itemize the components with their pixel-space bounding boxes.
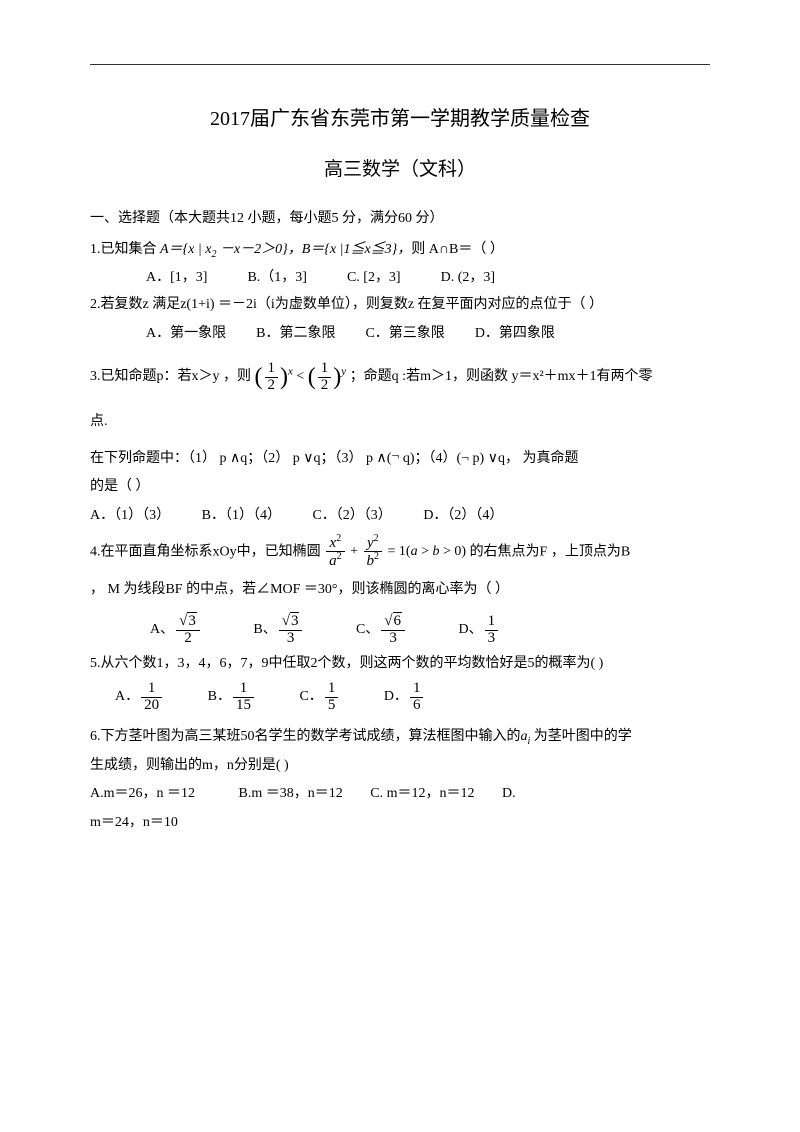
q5-opt-b: B．115 [208, 689, 256, 704]
q1-opt-b: B.（1，3] [247, 265, 307, 292]
q4-opt-d: D、13 [459, 622, 501, 637]
q5-options: A．120 B．115 C．15 D．16 [90, 679, 710, 715]
q5-opt-a-label: A． [115, 689, 139, 704]
q4-opt-d-label: D、 [459, 622, 483, 637]
q4-opt-a-label: A、 [150, 622, 174, 637]
q2-opt-a: A．第一象限 [146, 321, 226, 348]
q2-opt-d: D．第四象限 [475, 321, 555, 348]
question-3-line1: 3.已知命题p：若x＞y ，则 (12)x < (12)y ；命题q :若m＞1… [90, 347, 710, 407]
q5-opt-c-label: C． [299, 689, 322, 704]
q1-text-prefix: 1.已知集合 [90, 242, 160, 257]
q3-suffix: ；命题q :若m＞1，则函数 y＝x²＋mx＋1有两个零 [346, 369, 652, 384]
q3-options: A．（1）（3） B．（1）（4） C．（2）（3） D．（2）（4） [90, 503, 710, 530]
header-rule [90, 64, 710, 65]
q6-line1: 6.下方茎叶图为高三某班50名学生的数学考试成绩，算法框图中输入的 [90, 729, 521, 744]
q4-options: A、32 B、33 C、63 D、13 [90, 613, 710, 647]
q4-opt-c-label: C、 [356, 622, 379, 637]
q4-opt-a: A、32 [150, 622, 202, 637]
q2-options: A．第一象限 B．第二象限 C．第三象限 D．第四象限 [90, 321, 710, 348]
q1-opt-d: D. (2，3] [441, 265, 495, 292]
q1-opt-a: A．[1，3] [146, 265, 207, 292]
q3-opt-d: D．（2）（4） [423, 508, 503, 523]
q1-set-a-rest: －x－2＞0}， [216, 242, 301, 257]
exam-subtitle: 高三数学（文科） [90, 152, 710, 188]
q3-line3-suffix: q)；（4）(¬ p) ∨q， 为真命题 [399, 451, 578, 466]
q4-suffix: 的右焦点为F ，上顶点为B [470, 544, 631, 559]
q1-set-a: A＝{x | x [160, 242, 211, 257]
q4-ellipse: x2a2 + y2b2 = 1(a > b > 0) [324, 544, 469, 559]
q1-options: A．[1，3] B.（1，3] C. [2，3] D. (2，3] [90, 265, 710, 292]
q4-prefix: 4.在平面直角坐标系xOy中，已知椭圆 [90, 544, 321, 559]
q3-opt-c: C．（2）（3） [312, 508, 391, 523]
q6-line1-mid: 为茎叶图中的学 [530, 729, 632, 744]
q3-opt-b: B．（1）（4） [202, 508, 281, 523]
question-5: 5.从六个数1，3，4，6，7，9中任取2个数，则这两个数的平均数恰好是5的概率… [90, 651, 710, 678]
q2-opt-b: B．第二象限 [256, 321, 335, 348]
q1-opt-c: C. [2，3] [347, 265, 401, 292]
question-6-line1: 6.下方茎叶图为高三某班50名学生的数学考试成绩，算法框图中输入的ai 为茎叶图… [90, 724, 710, 751]
q3-line3-prefix: 在下列命题中：（1） p ∧q；（2） p ∨q；（3） p [90, 451, 377, 466]
q2-opt-c: C．第三象限 [365, 321, 444, 348]
q6-opt-d: D. [502, 786, 516, 801]
q3-inequality: (12)x < (12)y [255, 369, 347, 384]
section-1-header: 一、选择题（本大题共12 小题，每小题5 分，满分60 分） [90, 206, 710, 233]
question-2: 2.若复数z 满足z(1+i) ＝－2i（i为虚数单位），则复数z 在复平面内对… [90, 292, 710, 319]
q2-text: 2.若复数z 满足z(1+i) ＝－2i（i为虚数单位），则复数z 在复平面内对… [90, 297, 603, 312]
q5-opt-a: A．120 [115, 689, 164, 704]
question-6-line2: 生成绩，则输出的m，n分别是( ) [90, 753, 710, 780]
q6-opt-d2: m＝24，n＝10 [90, 810, 710, 837]
q6-opt-b: B.m ＝38，n＝12 [239, 786, 343, 801]
q1-suffix: 则 A∩B＝（ ） [411, 242, 504, 257]
exam-title: 2017届广东省东莞市第一学期教学质量检查 [90, 100, 710, 138]
question-4-line2: ， M 为线段BF 的中点，若∠MOF ＝30°，则该椭圆的离心率为（ ） [90, 577, 710, 604]
q3-prefix: 3.已知命题p：若x＞y ，则 [90, 369, 255, 384]
q4-opt-c: C、63 [356, 622, 407, 637]
q5-opt-d: D．16 [384, 689, 426, 704]
question-3-line2: 点. [90, 409, 710, 436]
q3-opt-a: A．（1）（3） [90, 508, 170, 523]
question-1: 1.已知集合 A＝{x | x2 －x－2＞0}，B＝{x |1≦x≦3}，则 … [90, 237, 710, 264]
q4-opt-b: B、33 [253, 622, 304, 637]
q1-set-b: B＝{x |1≦x≦3}， [302, 242, 412, 257]
question-4-line1: 4.在平面直角坐标系xOy中，已知椭圆 x2a2 + y2b2 = 1(a > … [90, 534, 710, 571]
q3-line3-mid: ∧( [377, 451, 392, 466]
q4-opt-b-label: B、 [253, 622, 276, 637]
q6-opt-a: A.m＝26，n ＝12 [90, 786, 195, 801]
q5-opt-c: C．15 [299, 689, 340, 704]
q5-opt-b-label: B． [208, 689, 231, 704]
q6-ai: ai [521, 729, 531, 744]
q6-options: A.m＝26，n ＝12 B.m ＝38，n＝12 C. m＝12，n＝12 D… [90, 781, 710, 808]
question-3-line3: 在下列命题中：（1） p ∧q；（2） p ∨q；（3） p ∧(¬ q)；（4… [90, 444, 710, 473]
question-3-line4: 的是（ ） [90, 474, 710, 501]
q5-opt-d-label: D． [384, 689, 408, 704]
q6-opt-c: C. m＝12，n＝12 [370, 786, 474, 801]
